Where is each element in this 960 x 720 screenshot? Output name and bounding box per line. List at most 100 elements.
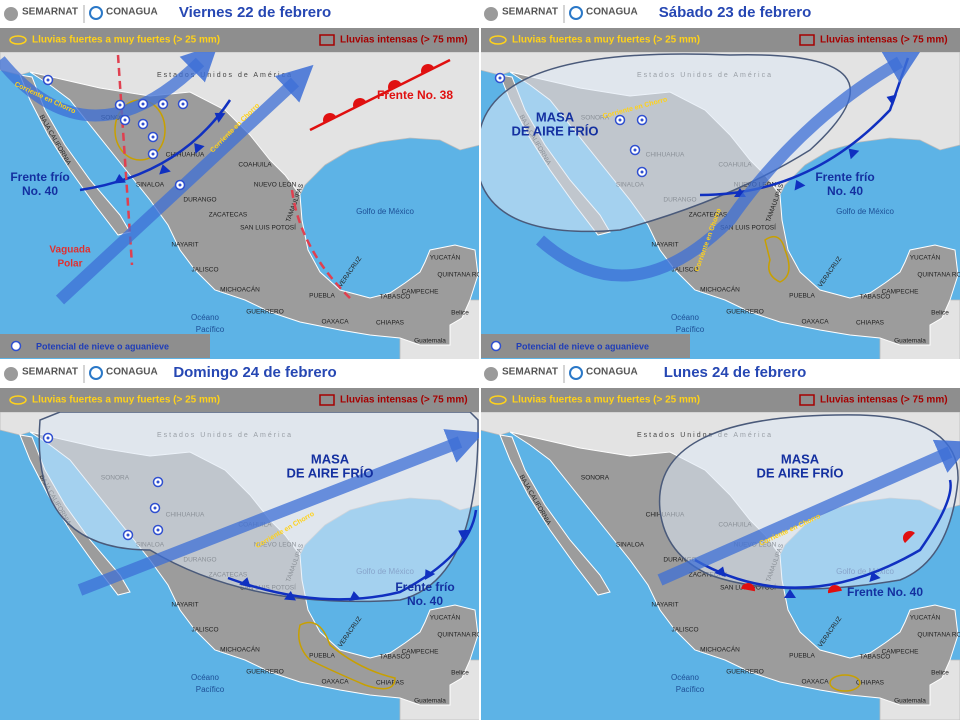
weather-label: MASA [311, 451, 350, 466]
map-label: GUERRERO [726, 669, 764, 676]
front-triangle [424, 569, 436, 580]
legend-intense: Lluvias intensas (> 75 mm) [820, 35, 948, 46]
map-label: JALISCO [191, 267, 218, 274]
map-label: TABASCO [860, 294, 891, 301]
weather-label: Frente No. 38 [377, 88, 453, 102]
snow-marker-dot [640, 170, 644, 174]
front-line [694, 479, 952, 589]
map-label: Guatemala [894, 338, 926, 345]
map-label: NAYARIT [171, 602, 198, 609]
snow-marker-dot [46, 78, 50, 82]
header-bar [480, 360, 960, 388]
map-label: OAXACA [321, 319, 349, 326]
snow-marker-dot [178, 183, 182, 187]
map-label: CHIAPAS [376, 680, 405, 687]
map-label: YUCATÁN [430, 613, 461, 622]
snow-marker-dot [640, 118, 644, 122]
legend-icon-intense [319, 34, 335, 46]
map-label: Pacífico [676, 685, 705, 694]
map-label: NAYARIT [651, 242, 678, 249]
logo-right: CONAGUA [586, 367, 638, 378]
map-label: Estados Unidos de América [157, 72, 293, 79]
legend-bar [480, 388, 960, 412]
map-label: SAN LUIS POTOSÍ [720, 223, 776, 232]
map-label: NUEVO LEÓN [254, 180, 297, 189]
front-semicircle [323, 113, 337, 124]
weather-label: No. 40 [407, 594, 443, 608]
map-label: ZACATECAS [689, 212, 728, 219]
forecast-panel: SEMARNAT CONAGUA Lunes 24 de febrero Lluvia… [480, 360, 960, 720]
snow-marker-dot [161, 102, 165, 106]
rain-area [764, 235, 790, 283]
map-label: Océano [191, 673, 220, 682]
logo-emblem [4, 7, 18, 21]
logo-emblem [484, 367, 498, 381]
map-label: CAMPECHE [882, 649, 920, 656]
logo-swirl [89, 6, 103, 20]
map-label: TABASCO [380, 294, 411, 301]
map-label: YUCATÁN [910, 613, 941, 622]
map-label: Guatemala [894, 698, 926, 705]
map-label: Estados Unidos de América [637, 432, 773, 439]
logo-emblem [4, 367, 18, 381]
map-label: OAXACA [801, 319, 829, 326]
logo-left: SEMARNAT [22, 7, 78, 18]
logo-left: SEMARNAT [22, 367, 78, 378]
weather-label: DE AIRE FRÍO [757, 465, 844, 480]
map-label: SINALOA [616, 542, 645, 549]
front-semicircle [421, 64, 435, 75]
footer-bar [480, 334, 690, 358]
weather-label: Vaguada [49, 245, 91, 256]
snow-marker-dot [141, 122, 145, 126]
jet-stream-arrow [0, 52, 218, 122]
footer-snow-icon [490, 340, 502, 352]
jet-stream-arrow [55, 64, 314, 305]
map-label: SINALOA [136, 182, 165, 189]
map-label: OAXACA [801, 679, 829, 686]
logo-swirl [569, 6, 583, 20]
front-triangle [848, 148, 860, 160]
footer-text: Potencial de nieve o aguanieve [36, 341, 169, 351]
front-semicircle [353, 98, 367, 109]
map-label: Golfo de México [836, 207, 894, 216]
rain-area [829, 674, 861, 692]
forecast-panel: SEMARNAT CONAGUA Domingo 24 de febrero Lluv… [0, 360, 486, 720]
map-label: Pacífico [196, 325, 225, 334]
front-triangle [284, 591, 296, 601]
front-semicircle [828, 585, 842, 594]
header-bar [0, 360, 480, 388]
front-triangle [784, 589, 796, 598]
legend-icon-intense [799, 34, 815, 46]
logo-left: SEMARNAT [502, 367, 558, 378]
front-triangle [159, 164, 171, 175]
air-mass [480, 53, 852, 233]
map-label: Belice [451, 310, 469, 317]
front-triangle [239, 577, 251, 588]
rain-area [298, 621, 396, 690]
snow-marker-dot [151, 152, 155, 156]
baja-land [499, 434, 611, 596]
trough-line [290, 189, 353, 301]
weather-label: MASA [536, 109, 575, 124]
header-bar [0, 0, 480, 28]
map-label: NAYARIT [651, 602, 678, 609]
front-triangle [869, 571, 881, 583]
map-label: GUERRERO [246, 309, 284, 316]
map-label: Belice [931, 670, 949, 677]
front-semicircle [741, 583, 755, 592]
map-label: Pacífico [676, 325, 705, 334]
weather-label: Frente frío [815, 170, 874, 184]
map-label: JALISCO [671, 627, 698, 634]
footer-snow-icon [10, 340, 22, 352]
snow-marker-dot [151, 135, 155, 139]
map-label: QUINTANA ROO [437, 632, 486, 639]
map-label: QUINTANA ROO [437, 272, 486, 279]
map-label: GUERRERO [726, 309, 764, 316]
weather-label: Frente frío [10, 170, 69, 184]
map-label: Guatemala [414, 338, 446, 345]
map-label: GUERRERO [246, 669, 284, 676]
footer-text: Potencial de nieve o aguanieve [516, 341, 649, 351]
map-label: CAMPECHE [402, 649, 440, 656]
